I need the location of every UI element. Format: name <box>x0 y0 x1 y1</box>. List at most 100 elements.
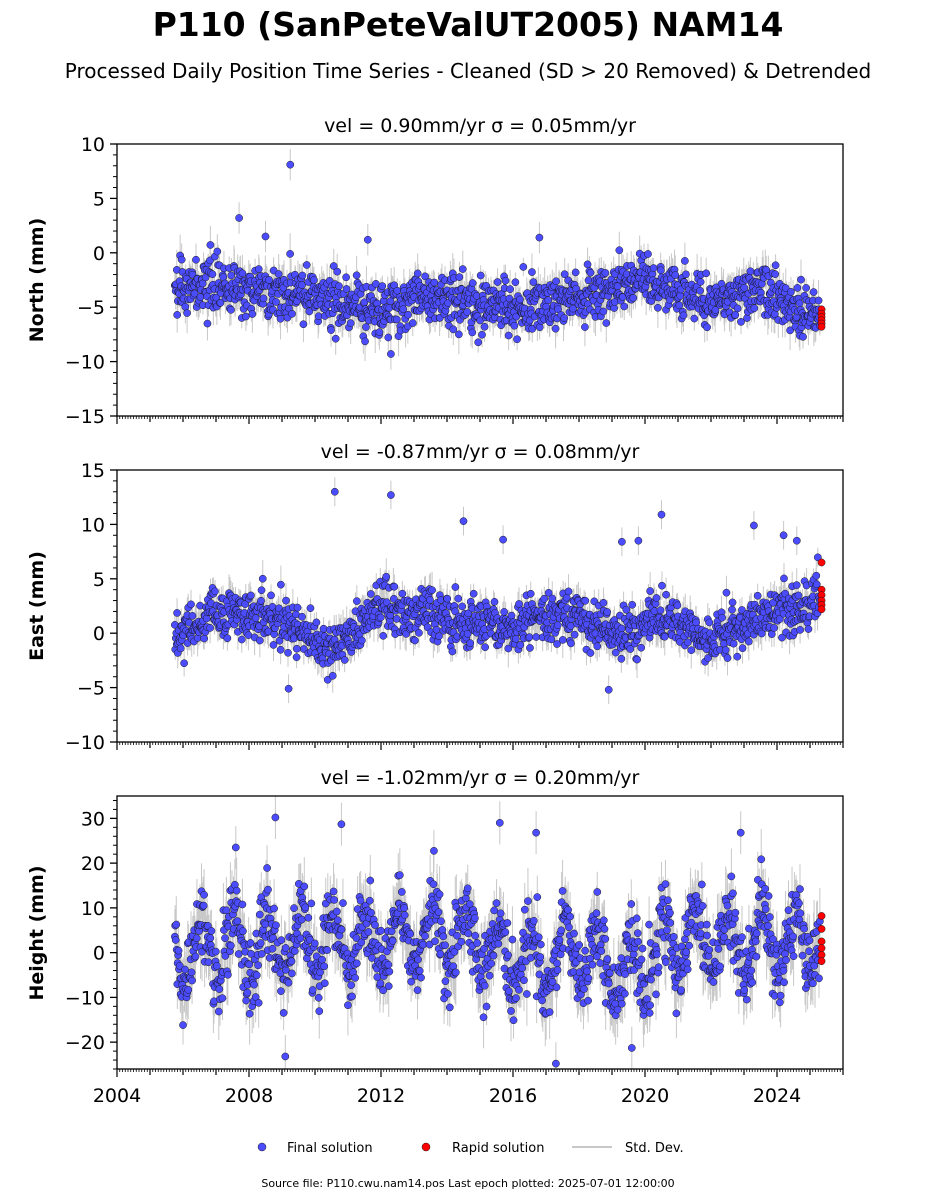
final-point <box>335 282 343 290</box>
final-point <box>379 631 388 640</box>
final-point <box>331 334 340 343</box>
final-point <box>528 324 537 333</box>
final-point <box>443 594 452 603</box>
final-point <box>404 310 412 319</box>
final-point <box>248 310 257 318</box>
final-point <box>528 268 536 276</box>
final-point <box>458 602 467 611</box>
final-point <box>814 296 823 305</box>
final-point <box>601 269 610 277</box>
final-point <box>363 235 372 244</box>
final-point <box>571 268 580 277</box>
final-point <box>413 269 422 278</box>
final-point <box>362 323 370 331</box>
final-point <box>696 286 704 295</box>
final-point <box>421 272 429 281</box>
y-tick-label: −15 <box>65 406 105 428</box>
final-point <box>327 326 335 334</box>
final-point <box>392 615 401 623</box>
final-point <box>237 635 246 644</box>
final-point <box>378 282 387 290</box>
final-point <box>544 296 553 305</box>
final-point <box>333 267 342 276</box>
final-point <box>257 586 266 595</box>
final-point <box>468 279 477 287</box>
final-point <box>200 634 209 643</box>
final-point <box>312 618 321 627</box>
final-point <box>681 257 689 265</box>
final-point <box>298 281 306 289</box>
final-point <box>703 323 711 332</box>
final-point <box>560 270 569 279</box>
final-point <box>476 271 485 280</box>
final-point <box>799 332 807 341</box>
final-point <box>449 325 458 334</box>
final-point <box>227 306 235 314</box>
final-point <box>516 295 524 304</box>
final-point <box>288 309 296 318</box>
final-point <box>733 304 742 313</box>
final-point <box>376 613 385 622</box>
final-point <box>500 608 508 616</box>
final-point <box>793 284 802 292</box>
final-point <box>408 319 417 327</box>
final-point <box>329 262 338 270</box>
final-point <box>458 265 467 273</box>
final-point <box>510 321 519 330</box>
final-point <box>540 594 549 603</box>
final-point <box>455 330 463 339</box>
final-point <box>679 311 688 320</box>
final-points <box>170 487 824 694</box>
final-point <box>743 314 751 322</box>
final-point <box>711 306 720 314</box>
final-point <box>644 250 652 258</box>
final-point <box>223 634 232 643</box>
final-point <box>259 294 268 303</box>
final-point <box>451 583 460 591</box>
final-point <box>183 309 191 317</box>
rapid-points <box>817 305 826 331</box>
final-point <box>415 629 423 637</box>
final-point <box>190 289 199 298</box>
final-point <box>552 277 560 286</box>
final-point <box>276 314 285 323</box>
final-point <box>448 647 457 656</box>
final-point <box>382 572 391 581</box>
final-point <box>602 319 611 327</box>
final-point <box>390 582 399 591</box>
final-point <box>274 270 283 278</box>
final-point <box>358 636 366 645</box>
final-point <box>654 303 662 312</box>
final-point <box>504 331 513 340</box>
final-point <box>177 255 186 264</box>
final-point <box>512 635 520 643</box>
final-point <box>746 267 755 276</box>
final-point <box>292 653 301 662</box>
data-layer <box>170 149 826 370</box>
final-point <box>276 645 285 654</box>
final-point <box>428 586 436 594</box>
final-point <box>298 271 307 280</box>
final-point <box>649 264 658 272</box>
final-point <box>620 302 629 311</box>
final-point <box>519 263 528 271</box>
final-point <box>192 255 200 264</box>
y-tick-label: 5 <box>93 188 105 210</box>
final-point <box>771 261 780 270</box>
final-point <box>384 333 393 342</box>
final-point <box>469 589 478 598</box>
final-point <box>463 629 472 638</box>
final-point <box>216 298 225 307</box>
final-point <box>299 320 308 329</box>
final-point <box>516 641 525 649</box>
final-point <box>432 625 441 634</box>
final-point <box>242 312 250 321</box>
final-point <box>474 338 483 347</box>
final-point <box>797 275 805 284</box>
final-point <box>786 326 794 335</box>
figure-subtitle: Processed Daily Position Time Series - C… <box>65 59 871 83</box>
final-point <box>284 648 292 657</box>
final-point <box>277 580 285 589</box>
final-point <box>213 247 222 256</box>
